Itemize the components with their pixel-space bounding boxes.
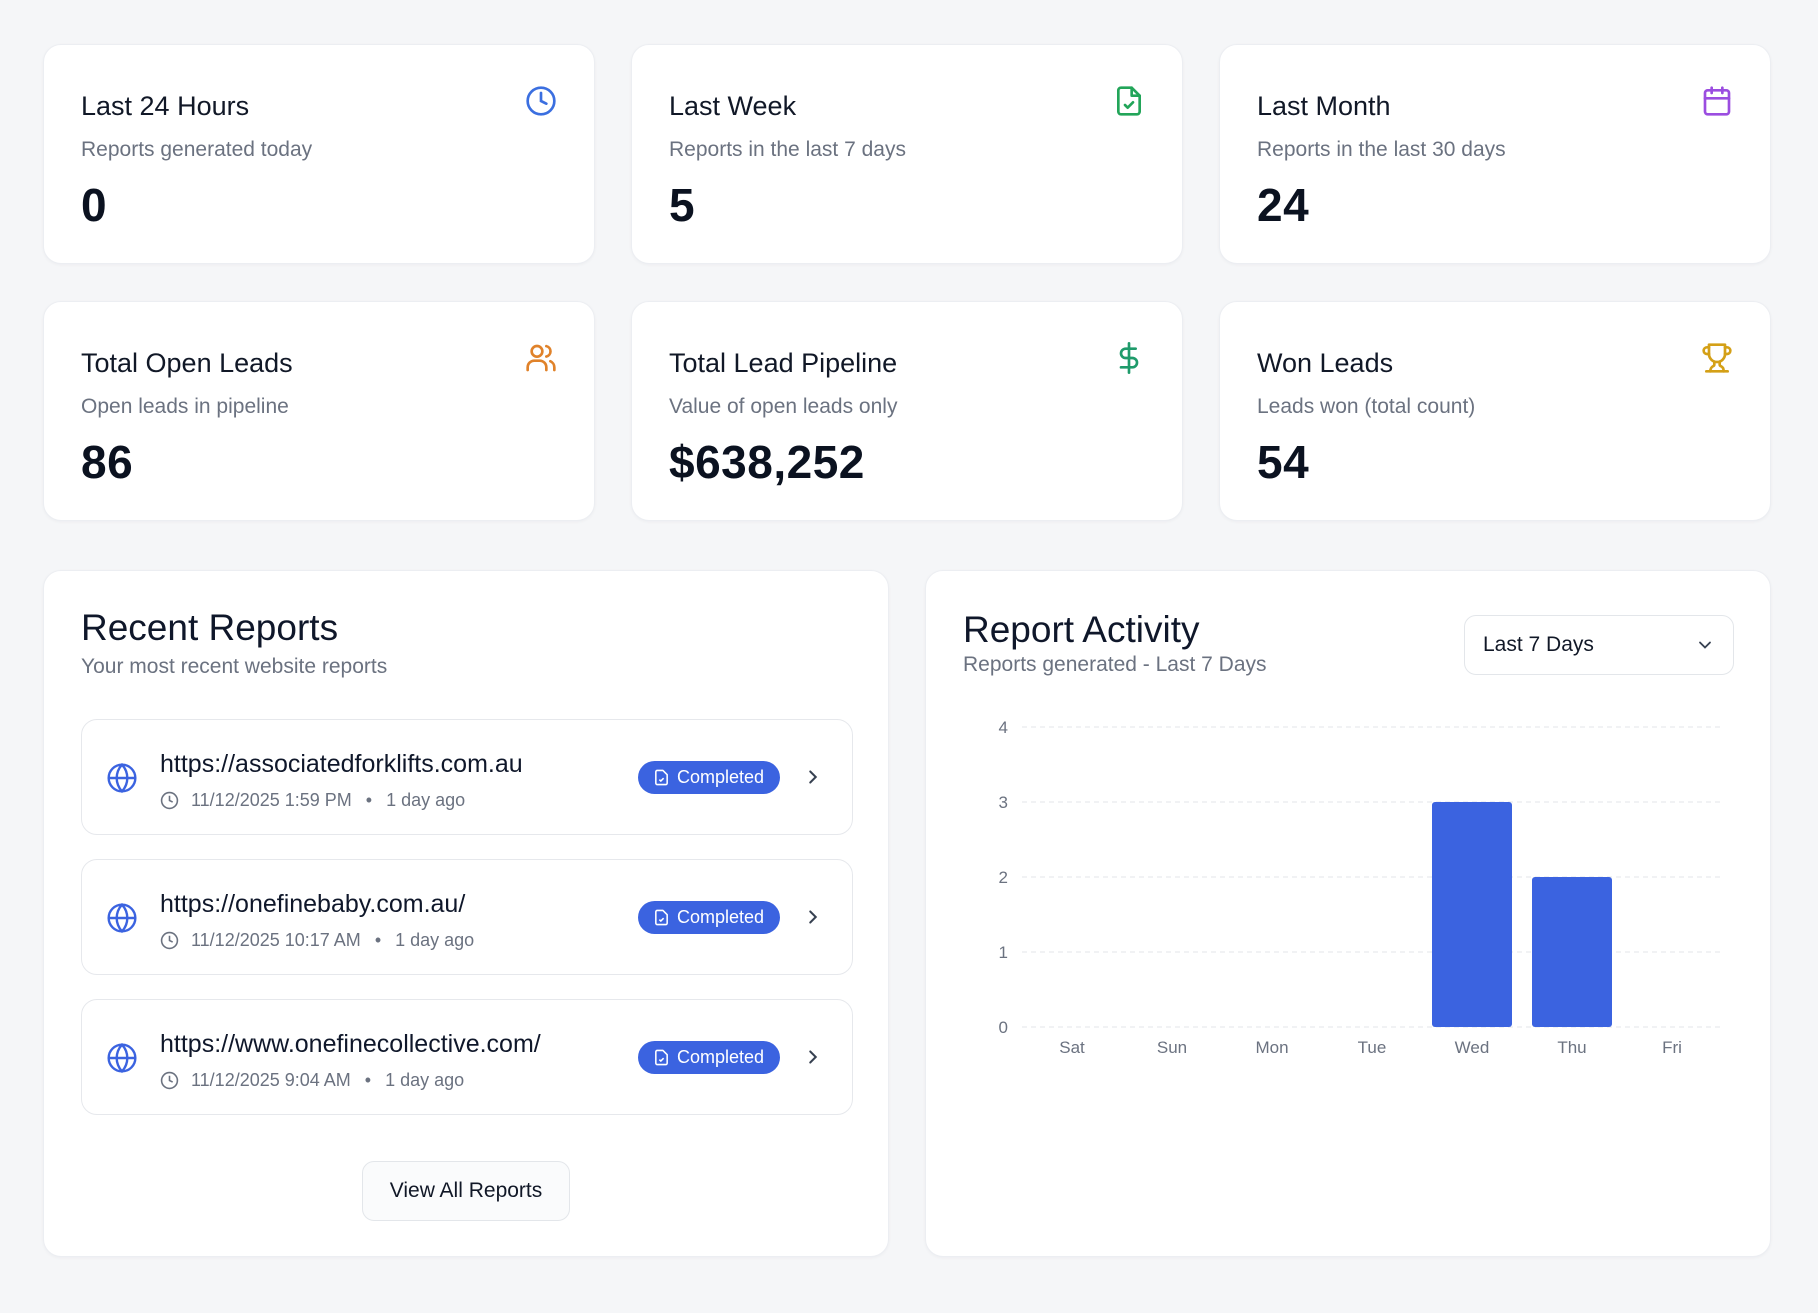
file-check-icon — [1117, 86, 1141, 116]
globe-icon — [107, 762, 137, 794]
y-tick-label: 4 — [999, 718, 1008, 737]
date-range-select[interactable]: Last 7 Days — [1464, 615, 1734, 675]
separator-dot: • — [365, 790, 373, 810]
stat-value: 5 — [669, 179, 696, 231]
clock-icon — [160, 1071, 179, 1090]
chevron-down-icon — [1699, 641, 1711, 649]
users-icon — [526, 344, 556, 372]
report-item[interactable]: https://www.onefinecollective.com/ 11/12… — [81, 999, 853, 1115]
file-check-icon — [655, 1049, 668, 1066]
report-meta: 11/12/2025 10:17 AM • 1 day ago — [160, 930, 474, 951]
stat-subtitle: Leads won (total count) — [1257, 395, 1476, 418]
report-meta: 11/12/2025 9:04 AM • 1 day ago — [160, 1070, 464, 1091]
stat-subtitle: Value of open leads only — [669, 395, 898, 418]
stat-title: Last Week — [669, 91, 797, 121]
bar-thu — [1532, 877, 1612, 1027]
stat-card-won-leads: Won Leads Leads won (total count) 54 — [1219, 301, 1771, 521]
stat-value: 0 — [81, 179, 108, 231]
stat-card-last-month: Last Month Reports in the last 30 days 2… — [1219, 44, 1771, 264]
globe-icon — [107, 902, 137, 934]
x-tick-label: Tue — [1358, 1038, 1387, 1057]
y-tick-label: 1 — [999, 943, 1008, 962]
x-tick-label: Sat — [1059, 1038, 1085, 1057]
date-range-value: Last 7 Days — [1483, 633, 1594, 656]
calendar-icon — [1703, 86, 1731, 116]
chevron-right-icon[interactable] — [802, 766, 824, 788]
stat-value: 54 — [1257, 436, 1310, 488]
stat-title: Last 24 Hours — [81, 91, 250, 121]
report-activity-panel: Report Activity Reports generated - Last… — [925, 570, 1771, 1257]
clock-icon — [160, 791, 179, 810]
stat-title: Total Open Leads — [81, 348, 293, 378]
y-tick-label: 2 — [999, 868, 1008, 887]
report-relative-time: 1 day ago — [395, 930, 475, 950]
report-url[interactable]: https://onefinebaby.com.au/ — [160, 890, 466, 918]
file-check-icon — [655, 909, 668, 926]
stat-title: Won Leads — [1257, 348, 1394, 378]
stat-card-total-lead-pipeline: Total Lead Pipeline Value of open leads … — [631, 301, 1183, 521]
stat-value: 86 — [81, 436, 134, 488]
stat-subtitle: Reports in the last 7 days — [669, 138, 906, 161]
clock-icon — [526, 86, 556, 116]
separator-dot: • — [374, 930, 382, 950]
report-date: 11/12/2025 9:04 AM — [191, 1070, 351, 1090]
bar-wed — [1432, 802, 1512, 1027]
status-label: Completed — [676, 907, 764, 927]
stat-value: 24 — [1257, 179, 1310, 231]
recent-reports-subtitle: Your most recent website reports — [81, 655, 388, 678]
status-badge: Completed — [637, 901, 780, 934]
status-label: Completed — [676, 1047, 764, 1067]
stat-card-last-week: Last Week Reports in the last 7 days 5 — [631, 44, 1183, 264]
x-tick-label: Mon — [1255, 1038, 1288, 1057]
y-tick-label: 0 — [999, 1018, 1008, 1037]
x-tick-label: Thu — [1557, 1038, 1586, 1057]
x-tick-label: Sun — [1157, 1038, 1187, 1057]
report-relative-time: 1 day ago — [385, 1070, 465, 1090]
stat-subtitle: Reports generated today — [81, 138, 313, 161]
stat-title: Total Lead Pipeline — [669, 348, 898, 378]
report-relative-time: 1 day ago — [386, 790, 466, 810]
x-tick-label: Fri — [1662, 1038, 1682, 1057]
report-item[interactable]: https://onefinebaby.com.au/ 11/12/2025 1… — [81, 859, 853, 975]
stat-value: $638,252 — [669, 436, 865, 488]
report-item[interactable]: https://associatedforklifts.com.au 11/12… — [81, 719, 853, 835]
status-badge: Completed — [637, 761, 780, 794]
dollar-icon — [1119, 342, 1139, 374]
recent-reports-title: Recent Reports — [81, 607, 339, 648]
report-meta: 11/12/2025 1:59 PM • 1 day ago — [160, 790, 465, 811]
chevron-right-icon[interactable] — [802, 1046, 824, 1068]
chevron-right-icon[interactable] — [802, 906, 824, 928]
report-url[interactable]: https://associatedforklifts.com.au — [160, 750, 523, 778]
recent-reports-panel: Recent Reports Your most recent website … — [43, 570, 889, 1257]
globe-icon — [107, 1042, 137, 1074]
y-tick-label: 3 — [999, 793, 1008, 812]
report-activity-subtitle: Reports generated - Last 7 Days — [963, 653, 1267, 676]
report-activity-chart: 0 1 2 3 4 Sat Sun Mon Tue Wed Thu Fri — [999, 718, 1722, 1057]
stat-card-total-open-leads: Total Open Leads Open leads in pipeline … — [43, 301, 595, 521]
report-date: 11/12/2025 1:59 PM — [191, 790, 352, 810]
stat-card-last-24-hours: Last 24 Hours Reports generated today 0 — [43, 44, 595, 264]
separator-dot: • — [364, 1070, 372, 1090]
status-badge: Completed — [637, 1041, 780, 1074]
stat-title: Last Month — [1257, 91, 1391, 121]
stat-subtitle: Open leads in pipeline — [81, 395, 289, 418]
view-all-reports-button[interactable]: View All Reports — [362, 1161, 570, 1221]
trophy-icon — [1702, 343, 1732, 373]
status-label: Completed — [676, 767, 764, 787]
file-check-icon — [655, 769, 668, 786]
report-activity-title: Report Activity — [963, 609, 1200, 650]
report-date: 11/12/2025 10:17 AM — [191, 930, 361, 950]
x-tick-label: Wed — [1455, 1038, 1490, 1057]
stat-subtitle: Reports in the last 30 days — [1257, 138, 1506, 161]
clock-icon — [160, 931, 179, 950]
report-url[interactable]: https://www.onefinecollective.com/ — [160, 1030, 541, 1058]
